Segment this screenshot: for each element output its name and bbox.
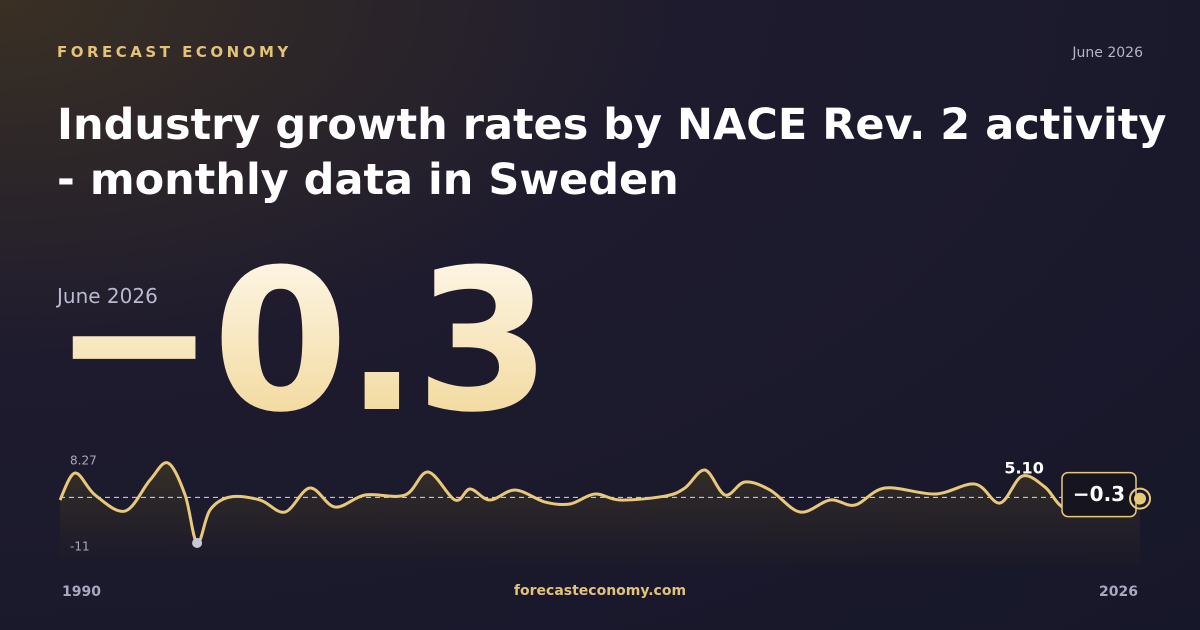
- end-label: −0.3: [1073, 482, 1125, 506]
- date: June 2026: [1072, 45, 1143, 61]
- title: Industry growth rates by NACE Rev. 2 act…: [57, 100, 1167, 205]
- footer-site: forecasteconomy.com: [513, 583, 687, 599]
- x-tick-label: 2026: [1099, 584, 1138, 600]
- x-tick-label: 1990: [62, 584, 101, 600]
- min-marker: [192, 538, 203, 548]
- brand: FORECAST ECONOMY: [57, 43, 292, 61]
- headline-value: −0.3: [52, 228, 551, 456]
- end-marker: [1134, 492, 1146, 505]
- peak-label: 5.10: [1004, 459, 1043, 478]
- area: [60, 462, 1140, 565]
- end-ring: [1129, 487, 1151, 510]
- y-tick-label: -11: [70, 540, 90, 554]
- y-tick-label: 8.27: [70, 454, 97, 468]
- headline-date: June 2026: [57, 284, 158, 308]
